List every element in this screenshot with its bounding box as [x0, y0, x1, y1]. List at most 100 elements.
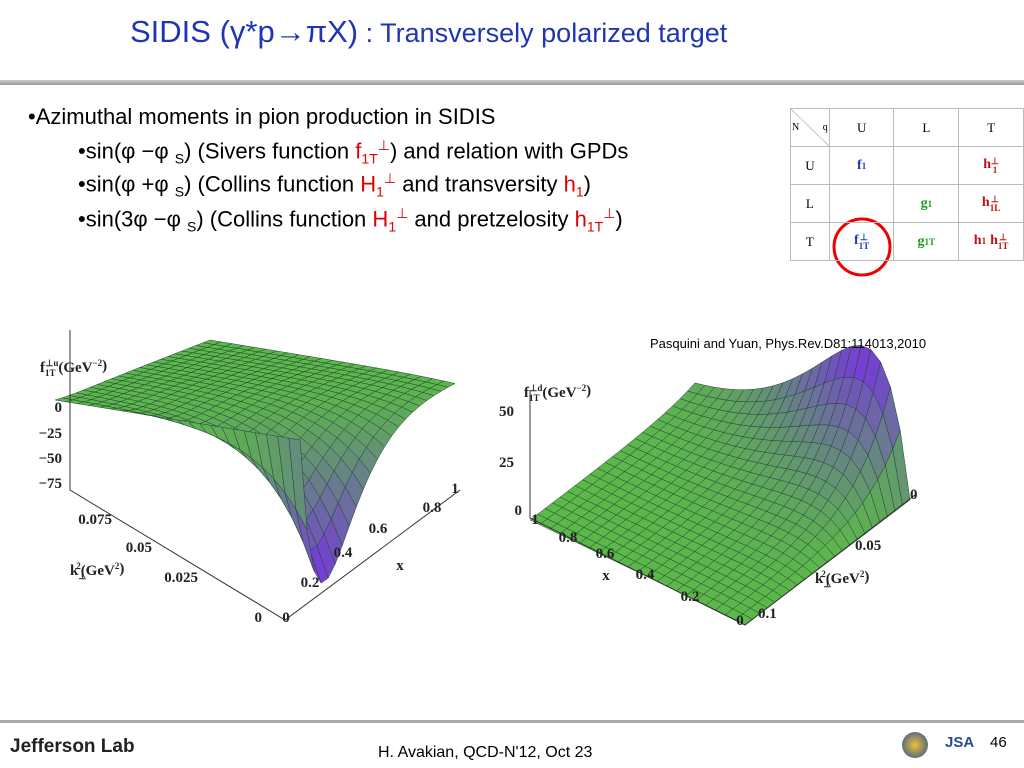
function-base: h	[990, 233, 998, 249]
axis-label-part: f	[524, 385, 530, 401]
function-base: h	[983, 157, 992, 173]
function-sub: 1L	[989, 202, 1001, 213]
text: ) (Collins function	[184, 171, 361, 197]
function-sup: ⊥	[991, 193, 999, 204]
function-index: 1T	[925, 237, 936, 247]
table-cell: h 1 h 1T ⊥	[958, 222, 1024, 261]
table-cell	[828, 184, 895, 223]
function-index: 1T ⊥	[858, 231, 870, 251]
axis-label-part: 1T	[45, 368, 56, 378]
page-number: 46	[990, 734, 1007, 751]
axis-label-part: (GeV	[542, 385, 576, 401]
function-base: g	[920, 196, 928, 211]
text: H	[360, 171, 377, 197]
function-index: 1	[861, 160, 867, 171]
tick-label: x	[396, 558, 404, 574]
function-base: g	[917, 234, 925, 249]
bullet: •sin(φ −φ S) (Sivers function f1T⊥) and …	[78, 137, 628, 167]
function: g 1T	[918, 233, 936, 250]
corner-q: q	[822, 122, 828, 133]
axis-label-part: k	[815, 571, 824, 587]
logo-jlab: Jefferson Lab	[10, 736, 135, 757]
function-sub: 1T	[858, 240, 870, 251]
tick-label: 0	[736, 613, 744, 629]
bullet: •sin(φ +φ S) (Collins function H1⊥ and t…	[78, 170, 591, 200]
tick-label: −25	[38, 426, 62, 442]
function-index: 1L ⊥	[989, 193, 1001, 213]
title-rule	[0, 80, 1024, 85]
text: )	[583, 171, 591, 197]
tick-label: 0.05	[126, 540, 152, 556]
text: •sin(φ +φ	[78, 171, 175, 197]
text: H	[372, 206, 389, 232]
tick-label: 0	[55, 400, 63, 416]
function-sup: ⊥	[991, 155, 999, 166]
text: 1T	[586, 218, 604, 235]
axis-label-part: 2	[76, 561, 81, 571]
axis-label-part: )	[102, 358, 107, 374]
table-cell: h 1 ⊥	[958, 146, 1024, 185]
function-sub: 1	[992, 164, 998, 175]
text: h	[574, 206, 587, 232]
tick-label: 0.4	[334, 545, 353, 561]
row-header: L	[790, 184, 830, 223]
text: ⊥	[377, 137, 390, 153]
axes	[69, 330, 916, 626]
axis-lines	[69, 330, 461, 621]
function: h 1 ⊥	[983, 156, 999, 174]
axis-label-part: )	[864, 569, 869, 585]
axis-label-part: )	[119, 561, 124, 577]
text: and transversity	[396, 171, 564, 197]
text: ) (Collins function	[196, 206, 373, 232]
axis-label-part: )	[586, 383, 591, 399]
column-header: T	[958, 108, 1024, 147]
title: SIDIS (γ*p→πX) : Transversely polarized …	[130, 14, 727, 50]
axis-label: f1T⊥u(GeV−2)	[40, 358, 107, 378]
footer-rule	[0, 720, 1024, 723]
function-sub: 1	[861, 160, 867, 171]
axis-label-part: f	[40, 360, 46, 376]
text: 1	[376, 183, 384, 200]
tick-label: 25	[499, 455, 514, 471]
corner-n: N	[792, 122, 800, 133]
function-index: 1 ⊥	[991, 155, 999, 175]
text: 1T	[361, 150, 378, 167]
table-cell: g 1T	[893, 222, 960, 261]
tick-label: 0	[515, 503, 523, 519]
function-sup: ⊥	[860, 231, 868, 242]
tick-label: 0.6	[596, 546, 615, 562]
tick-label: 0.2	[681, 589, 700, 605]
surface-plot-1	[54, 339, 456, 584]
text: f	[355, 138, 362, 164]
function-sub: 1	[927, 198, 933, 209]
table-cell: f 1T ⊥	[828, 222, 895, 261]
function-base: f	[854, 233, 859, 249]
text: h	[563, 171, 576, 197]
surface-plot-2	[529, 344, 911, 626]
tick-label: 0	[282, 610, 290, 626]
function-index: 1T ⊥	[998, 232, 1009, 251]
axis-label-part: 2	[821, 569, 826, 579]
text: •Azimuthal moments in pion production in…	[28, 104, 496, 129]
axis-label-part: ⊥	[823, 579, 831, 589]
bullet: •Azimuthal moments in pion production in…	[28, 104, 495, 130]
tick-label: 0	[910, 487, 918, 503]
axis-label-part: (GeV	[81, 563, 115, 579]
axis-label: f1T⊥d(GeV−2)	[524, 383, 591, 403]
surface-patch	[288, 437, 308, 530]
tick-label: 0.05	[855, 538, 881, 554]
column-header: L	[893, 108, 960, 147]
axis-label-part: (GeV	[58, 360, 92, 376]
tick-label: 0.025	[164, 570, 198, 586]
function-base: f	[857, 158, 862, 173]
function: h 1L ⊥	[982, 194, 1000, 212]
text: ⊥	[603, 205, 616, 221]
